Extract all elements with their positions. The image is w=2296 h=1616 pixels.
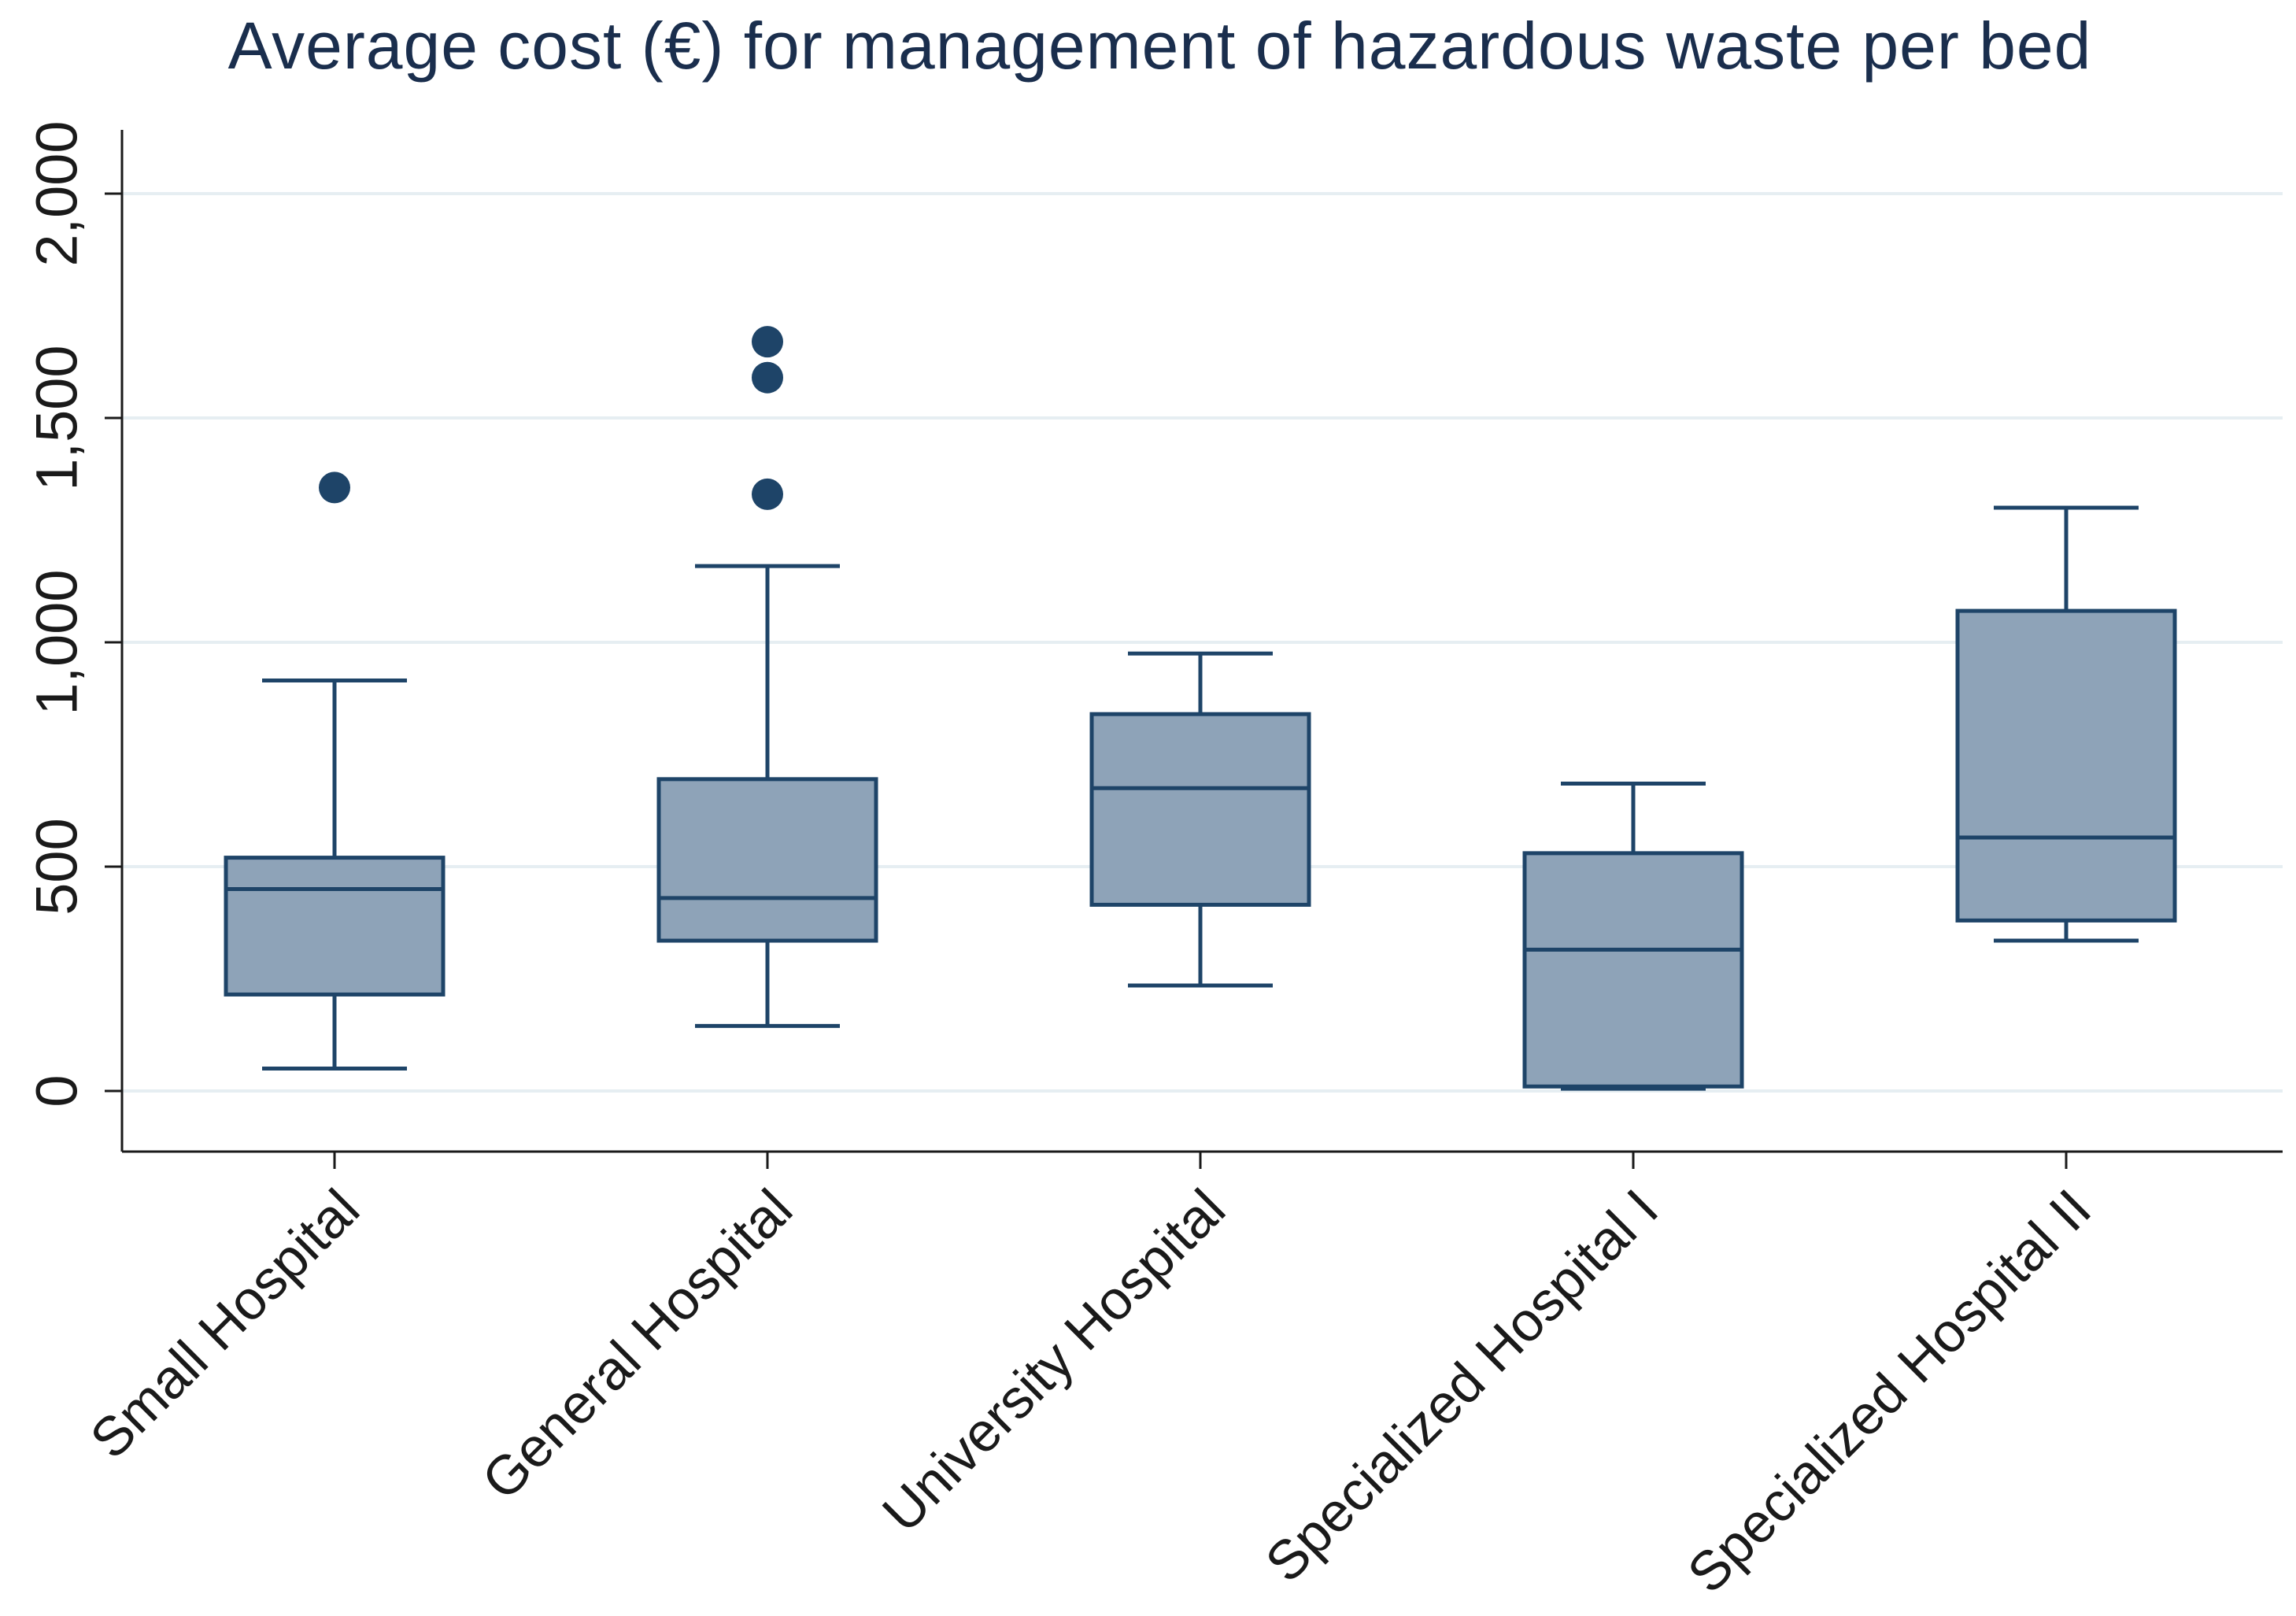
y-tick-label: 1,500 <box>24 345 90 490</box>
box-iqr <box>224 856 446 997</box>
y-tick-label: 2,000 <box>24 120 90 266</box>
box-iqr <box>656 777 878 943</box>
box-group <box>656 326 878 1028</box>
outlier-point <box>319 471 350 504</box>
x-category-label: Small Hospital <box>79 1178 372 1470</box>
x-category-label: University Hospital <box>871 1178 1237 1544</box>
box-group <box>1955 505 2177 943</box>
box-group <box>1522 782 1744 1091</box>
axis-layer <box>105 130 2283 1169</box>
box-iqr <box>1522 851 1744 1089</box>
box-layer <box>224 326 2177 1091</box>
box-iqr <box>1955 608 2177 923</box>
box-group <box>1089 651 1311 988</box>
box-group <box>224 471 446 1071</box>
chart-title: Average cost (€) for management of hazar… <box>227 9 2092 83</box>
x-category-label: General Hospital <box>470 1178 804 1511</box>
box-iqr <box>1089 712 1311 907</box>
y-tick-label: 0 <box>24 1074 90 1107</box>
x-category-label: Specialized Hospital I <box>1254 1178 1669 1593</box>
y-tick-label: 500 <box>24 818 90 915</box>
y-tick-label: 1,000 <box>24 569 90 715</box>
outlier-point <box>752 326 783 358</box>
outlier-point <box>752 478 783 510</box>
x-category-label: Specialized Hospital II <box>1676 1178 2102 1604</box>
outlier-point <box>752 361 783 394</box>
